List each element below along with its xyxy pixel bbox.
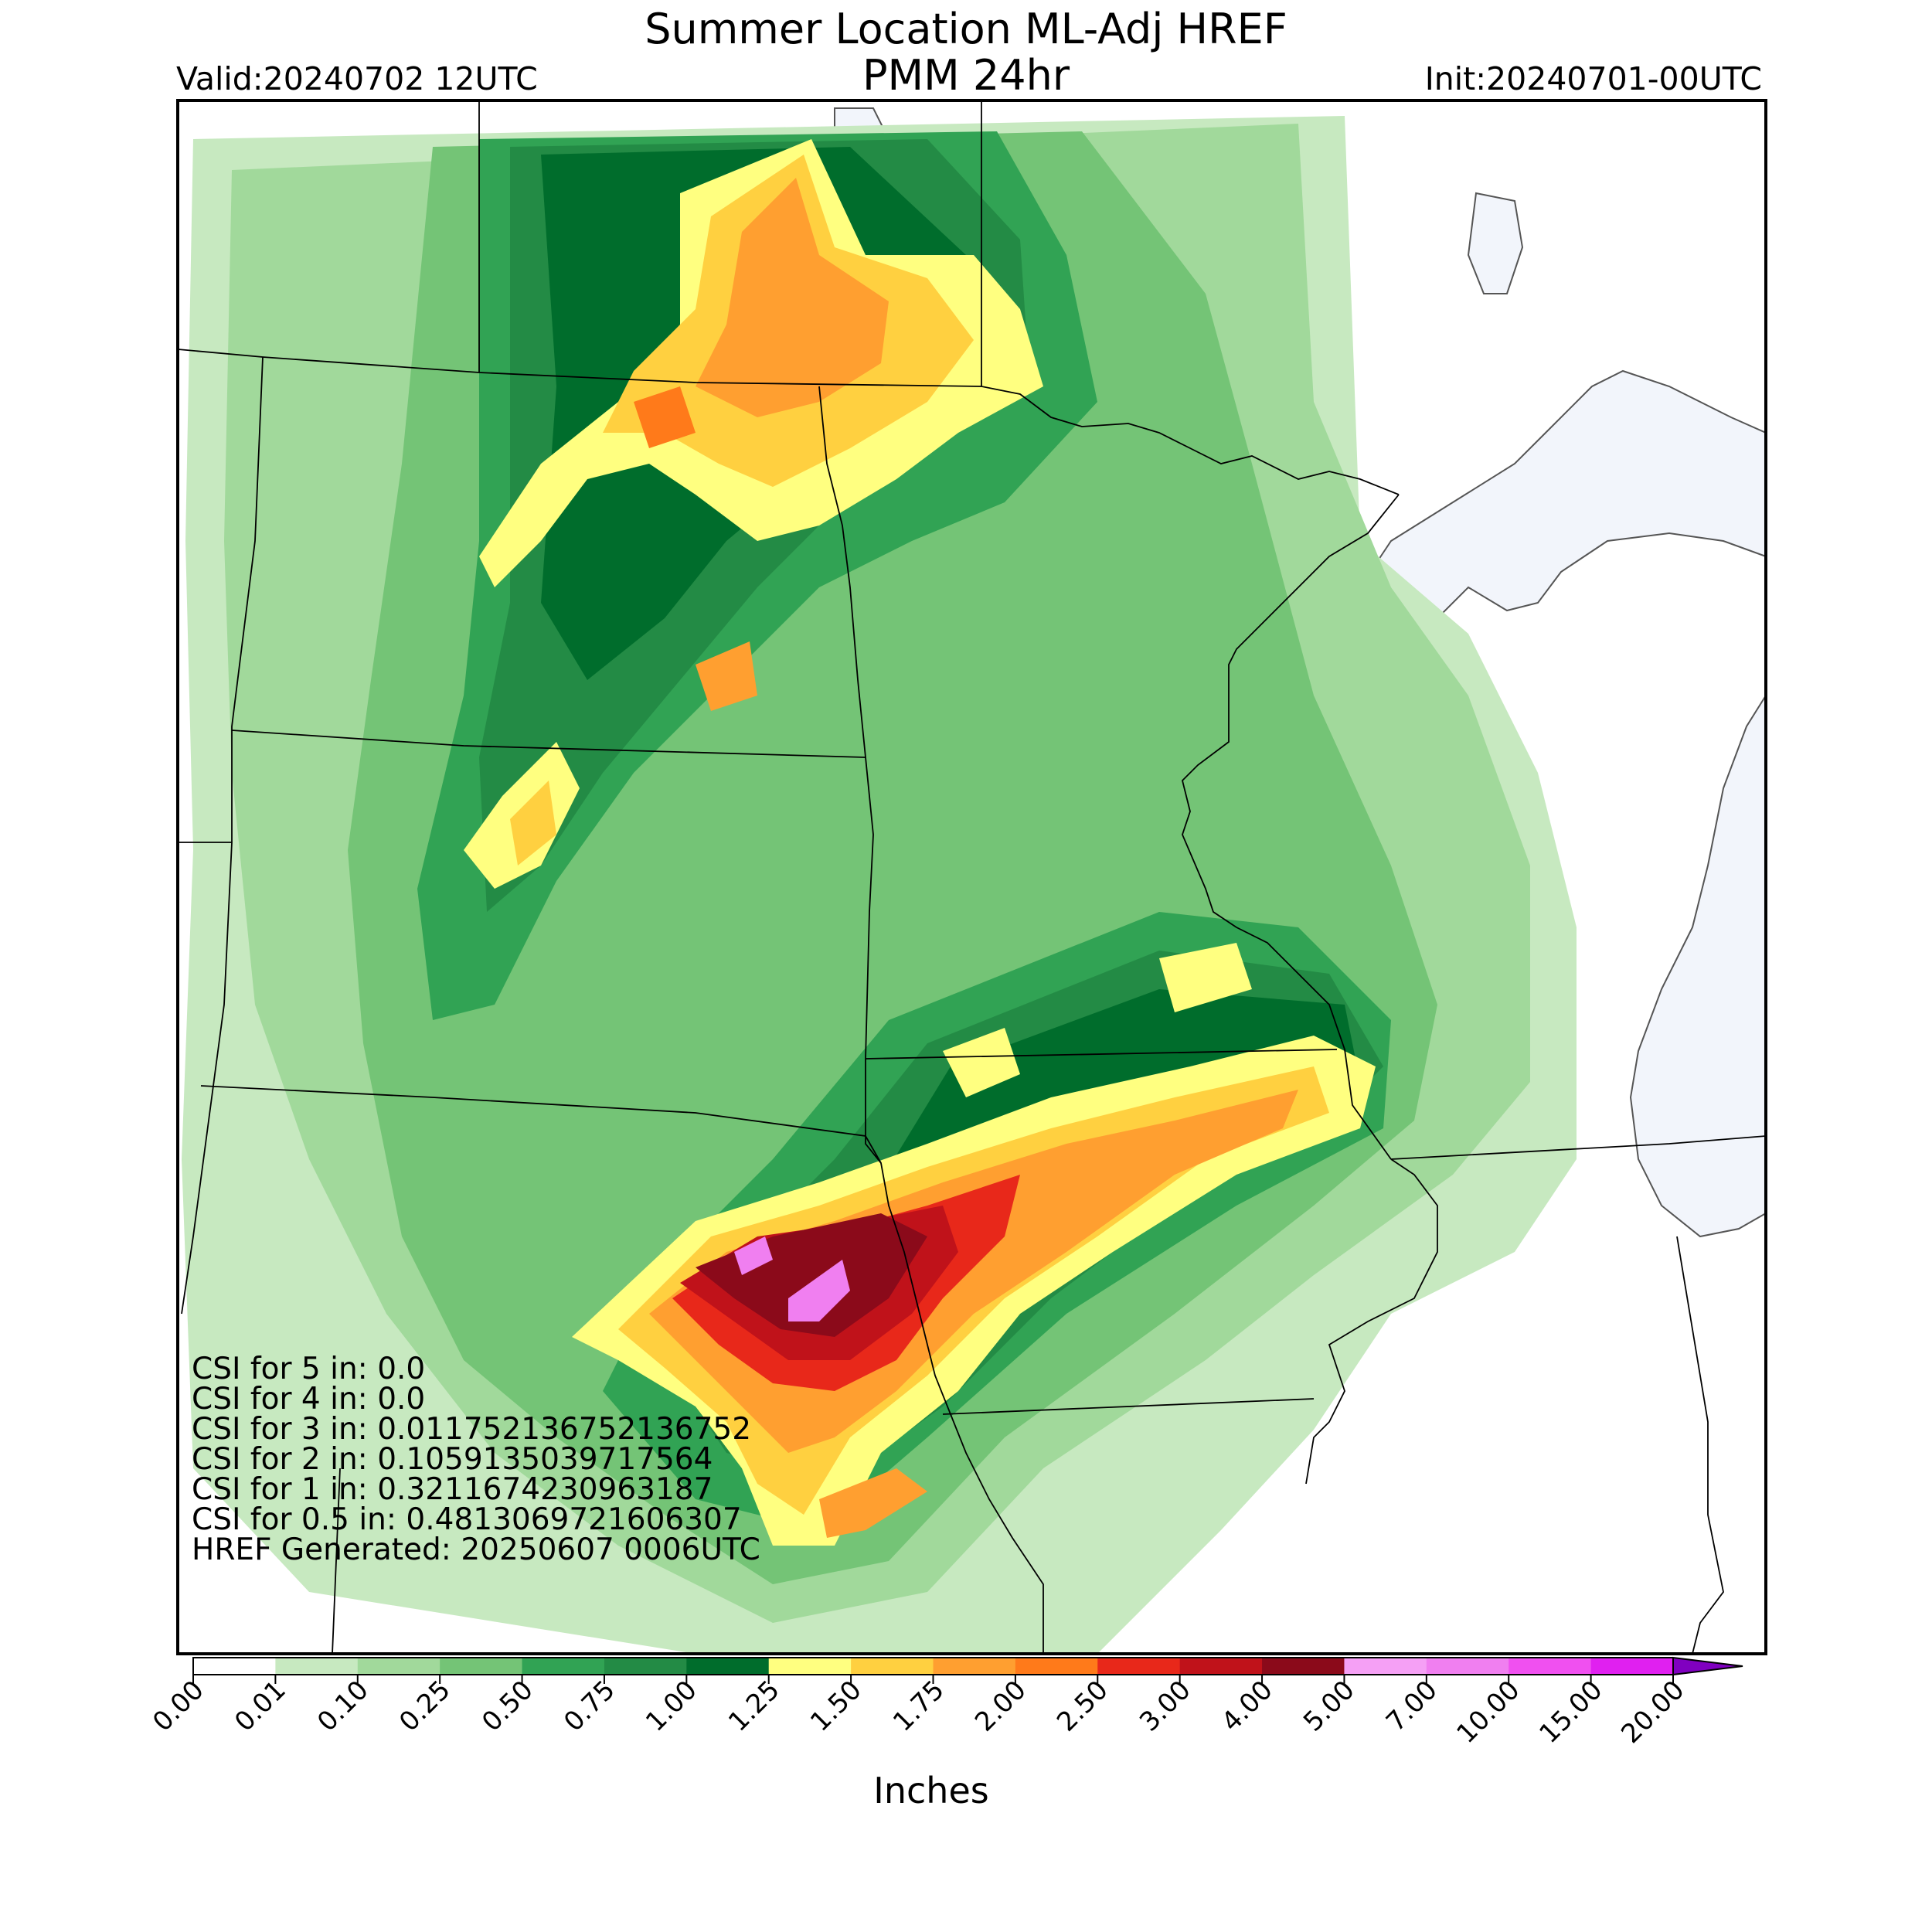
colorbar-bin (522, 1658, 605, 1675)
colorbar-bin (357, 1658, 440, 1675)
colorbar-bin (1590, 1658, 1674, 1675)
political-borders (178, 100, 1766, 1654)
colorbar-bin (768, 1658, 852, 1675)
colorbar-bin (440, 1658, 523, 1675)
lake-michigan (1629, 694, 1766, 1238)
colorbar-bin (193, 1658, 276, 1675)
csi-3in: CSI for 3 in: 0.011752136752136752 (192, 1412, 752, 1447)
href-generated: HREF Generated: 20250607 0006UTC (192, 1532, 760, 1567)
precip-field (182, 116, 1577, 1654)
colorbar-units: Inches (873, 1770, 989, 1811)
colorbar-bin (933, 1658, 1016, 1675)
colorbar-bin (275, 1658, 359, 1675)
colorbar (192, 1656, 1743, 1684)
init-time: Init:20240701-00UTC (1424, 60, 1762, 97)
plot-frame (176, 99, 1767, 1655)
lake-nipigon (1467, 192, 1524, 294)
colorbar-bin (686, 1658, 770, 1675)
csi-1in: CSI for 1 in: 0.3211674230963187 (192, 1472, 713, 1507)
colorbar-extend-arrow (1672, 1656, 1743, 1676)
colorbar-bin (1262, 1658, 1345, 1675)
csi-4in: CSI for 4 in: 0.0 (192, 1382, 426, 1417)
colorbar-bin (1426, 1658, 1509, 1675)
colorbar-bin (1015, 1658, 1098, 1675)
colorbar-bin (851, 1658, 934, 1675)
csi-5in: CSI for 5 in: 0.0 (192, 1352, 426, 1386)
colorbar-bin (1097, 1658, 1181, 1675)
colorbar-bin (1344, 1658, 1427, 1675)
csi-0-5in: CSI for 0.5 in: 0.4813069721606307 (192, 1502, 742, 1537)
csi-stats: CSI for 5 in: 0.0 CSI for 4 in: 0.0 CSI … (192, 1354, 760, 1565)
colorbar-bin (1179, 1658, 1263, 1675)
title-line-2: PMM 24hr (862, 51, 1070, 100)
valid-time: Valid:20240702 12UTC (176, 60, 538, 97)
colorbar-bin (604, 1658, 687, 1675)
colorbar-bin (1509, 1658, 1592, 1675)
csi-2in: CSI for 2 in: 0.1059135039717564 (192, 1442, 713, 1477)
title-line-1: Summer Location ML-Adj HREF (645, 5, 1287, 53)
